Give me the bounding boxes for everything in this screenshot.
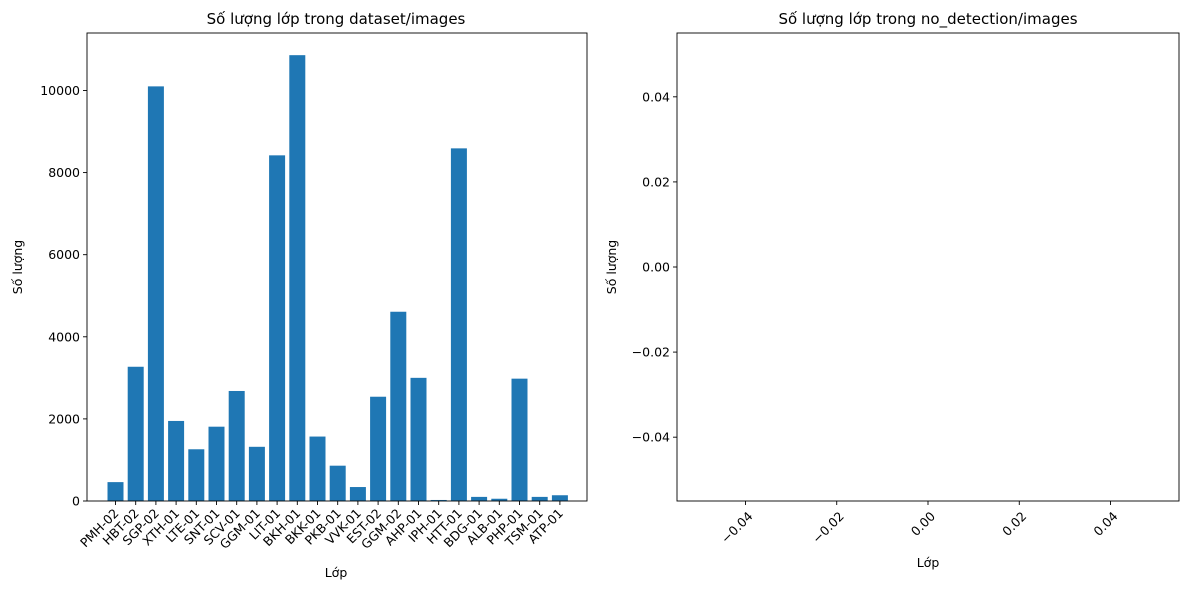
bar (309, 436, 326, 501)
chart-dataset-images: Số lượng lớp trong dataset/images 0 2000 4… (10, 10, 588, 580)
bar (329, 465, 346, 501)
bar (208, 426, 225, 501)
bar (390, 311, 407, 501)
bar (147, 86, 164, 502)
bar (349, 487, 366, 501)
bar (127, 366, 144, 501)
bar (531, 496, 548, 501)
y-tick-label: 6000 (48, 247, 80, 262)
bar (289, 55, 306, 502)
bar (511, 378, 528, 501)
bar (410, 377, 427, 501)
x-axis-ticks: −0.04 −0.02 0.00 0.02 0.04 (718, 501, 1121, 546)
y-tick-label: 0.04 (642, 89, 670, 104)
x-axis-label: Lớp (917, 555, 940, 570)
y-tick-label: 0 (72, 494, 80, 509)
bar (168, 420, 185, 501)
y-tick-label: 4000 (48, 329, 80, 344)
x-tick-label: 0.02 (999, 509, 1029, 539)
bar (107, 482, 124, 501)
x-tick-label: 0.04 (1090, 508, 1120, 538)
y-tick-label: 0.02 (642, 174, 670, 189)
bar (491, 498, 508, 501)
x-axis-label: Lớp (325, 565, 348, 580)
bar (269, 155, 286, 501)
bar (248, 446, 265, 501)
chart-title: Số lượng lớp trong no_detection/images (778, 10, 1077, 29)
y-tick-label: 8000 (48, 165, 80, 180)
bar (188, 449, 205, 501)
y-tick-label: −0.04 (632, 430, 670, 445)
chart-no-detection-images: Số lượng lớp trong no_detection/images −… (604, 10, 1180, 570)
x-tick-label: 0.00 (908, 508, 938, 538)
bar (450, 148, 467, 502)
bars-group (107, 55, 568, 502)
bar (370, 396, 387, 501)
y-axis-ticks: −0.04 −0.02 0.00 0.02 0.04 (632, 89, 677, 445)
y-axis-label: Số lượng (10, 240, 25, 294)
y-tick-label: −0.02 (632, 345, 670, 360)
plot-frame (86, 32, 588, 502)
y-tick-label: 2000 (48, 411, 80, 426)
x-axis-ticks: PMH-02HBT-02SGP-02XTH-01LTE-01SNT-01SCV-… (77, 501, 566, 552)
chart-title: Số lượng lớp trong dataset/images (207, 10, 466, 28)
bar (551, 495, 568, 501)
x-tick-label: −0.04 (718, 508, 756, 546)
y-tick-label: 10000 (40, 83, 80, 98)
bar (228, 390, 245, 501)
y-axis-label: Số lượng (604, 240, 619, 294)
y-axis-ticks: 0 2000 4000 6000 8000 10000 (40, 83, 87, 509)
plot-frame (676, 32, 1180, 502)
bar (430, 499, 447, 501)
y-tick-label: 0.00 (642, 260, 670, 275)
bar (471, 496, 488, 501)
x-tick-label: −0.02 (809, 509, 847, 547)
